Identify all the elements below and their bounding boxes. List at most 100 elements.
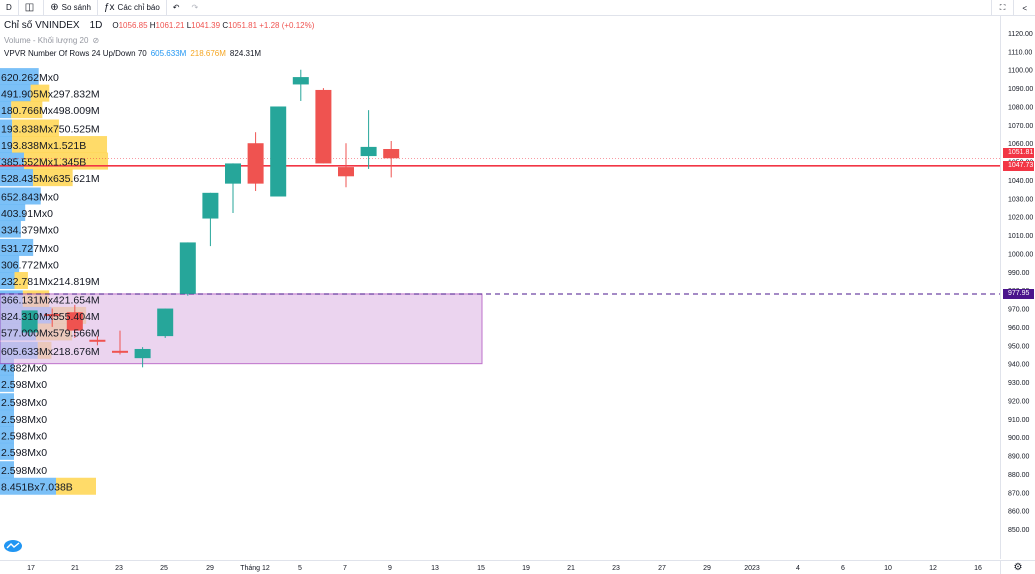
vp-label: 193.838Mx1.521B bbox=[1, 140, 86, 152]
price-tick-label: 990.00 bbox=[1008, 270, 1030, 277]
vp-label: 2.598Mx0 bbox=[1, 465, 47, 477]
price-tick-label: 1070.00 bbox=[1008, 123, 1033, 130]
time-tick-label: 23 bbox=[115, 565, 123, 572]
price-axis[interactable] bbox=[1000, 16, 1035, 559]
fx-icon: ƒx bbox=[103, 2, 115, 13]
volume-label: Volume - Khối lượng 20 bbox=[4, 36, 89, 45]
vpvr-down-value: 218.676M bbox=[190, 49, 226, 58]
time-tick-label: 29 bbox=[703, 565, 711, 572]
vp-label: 2.598Mx0 bbox=[1, 414, 47, 426]
vp-down-bar bbox=[12, 119, 59, 137]
redo-button[interactable]: ↷ bbox=[186, 0, 205, 16]
price-tick-label: 970.00 bbox=[1008, 307, 1030, 314]
price-tick-label: 900.00 bbox=[1008, 435, 1030, 442]
vp-label: 2.598Mx0 bbox=[1, 397, 47, 409]
candles-icon: ◫ bbox=[24, 2, 35, 13]
candle-body bbox=[383, 149, 400, 159]
current-price-tag: 1051.81 bbox=[1003, 148, 1034, 159]
vp-label: 8.451Bx7.038B bbox=[1, 482, 73, 494]
time-tick-label: 19 bbox=[522, 565, 530, 572]
vp-up-bar bbox=[0, 255, 20, 273]
vp-label: 2.598Mx0 bbox=[1, 430, 47, 442]
compare-button[interactable]: ⊕ So sánh bbox=[44, 0, 98, 16]
vp-up-bar bbox=[0, 220, 21, 238]
hidden-eye-icon[interactable]: ⊘ bbox=[92, 36, 100, 45]
price-tick-label: 1090.00 bbox=[1008, 86, 1033, 93]
redo-icon: ↷ bbox=[191, 3, 199, 12]
price-tick-label: 1020.00 bbox=[1008, 215, 1033, 222]
time-tick-label: 10 bbox=[884, 565, 892, 572]
compare-label: So sánh bbox=[61, 3, 91, 12]
vp-up-bar bbox=[0, 442, 14, 460]
indicators-button[interactable]: ƒx Các chỉ báo bbox=[98, 0, 167, 16]
vp-label: 620.262Mx0 bbox=[1, 72, 59, 84]
price-tick-label: 880.00 bbox=[1008, 472, 1030, 479]
time-tick-label: 17 bbox=[27, 565, 35, 572]
time-tick-label: 15 bbox=[477, 565, 485, 572]
chart-type-button[interactable]: ◫ bbox=[19, 0, 45, 16]
candle-body bbox=[112, 350, 128, 353]
vp-down-bar bbox=[12, 136, 108, 154]
high-label: H bbox=[149, 21, 156, 30]
time-tick-label: 4 bbox=[796, 565, 800, 572]
vp-up-bar bbox=[0, 461, 14, 479]
vp-label: 232.781Mx214.819M bbox=[1, 276, 100, 288]
price-tick-label: 1060.00 bbox=[1008, 141, 1033, 148]
indicators-label: Các chỉ báo bbox=[117, 3, 160, 12]
share-icon: < bbox=[1022, 3, 1027, 13]
vp-down-bar bbox=[56, 477, 96, 495]
price-tick-label: 1120.00 bbox=[1008, 31, 1033, 38]
price-tick-label: 1000.00 bbox=[1008, 251, 1033, 258]
time-tick-label: Tháng 12 bbox=[240, 565, 270, 572]
close-label: C bbox=[222, 21, 229, 30]
time-tick-label: 2023 bbox=[744, 565, 760, 572]
time-tick-label: 27 bbox=[658, 565, 666, 572]
volume-legend[interactable]: Volume - Khối lượng 20 ⊘ bbox=[4, 36, 99, 45]
undo-icon: ↶ bbox=[172, 3, 180, 12]
time-tick-label: 21 bbox=[71, 565, 79, 572]
undo-button[interactable]: ↶ bbox=[167, 0, 186, 16]
time-tick-label: 7 bbox=[343, 565, 347, 572]
vpvr-legend[interactable]: VPVR Number Of Rows 24 Up/Down 70 605.63… bbox=[4, 49, 261, 58]
symbol-legend: Chỉ số VNINDEX 1D O1056.85 H1061.21 L104… bbox=[4, 20, 314, 31]
share-button[interactable]: < bbox=[1013, 0, 1035, 16]
tradingview-logo-icon[interactable] bbox=[4, 540, 22, 552]
fullscreen-button[interactable]: ⛶ bbox=[990, 0, 1014, 16]
time-tick-label: 5 bbox=[298, 565, 302, 572]
price-tick-label: 1010.00 bbox=[1008, 233, 1033, 240]
time-tick-label: 6 bbox=[841, 565, 845, 572]
candle-body bbox=[315, 89, 332, 164]
interval-label: D bbox=[6, 3, 12, 12]
settings-gear-icon[interactable]: ⚙ bbox=[1000, 560, 1035, 574]
time-tick-label: 13 bbox=[431, 565, 439, 572]
vp-label: 577.000Mx579.566M bbox=[1, 327, 100, 339]
price-tick-label: 850.00 bbox=[1008, 527, 1030, 534]
candle-body bbox=[225, 163, 241, 184]
time-tick-label: 21 bbox=[567, 565, 575, 572]
price-tick-label: 1100.00 bbox=[1008, 68, 1033, 75]
vp-down-bar bbox=[32, 169, 73, 187]
dashed-line-price-tag: 977.95 bbox=[1003, 288, 1034, 299]
time-tick-label: 23 bbox=[612, 565, 620, 572]
time-tick-label: 16 bbox=[974, 565, 982, 572]
open-label: O bbox=[112, 21, 119, 30]
vp-label: 4.882Mx0 bbox=[1, 362, 47, 374]
candle-body bbox=[89, 339, 106, 342]
interval-button[interactable]: D bbox=[0, 0, 19, 16]
vp-down-bar bbox=[30, 84, 50, 102]
candle-body bbox=[292, 77, 309, 85]
vp-label: 403.91Mx0 bbox=[1, 208, 53, 220]
price-tick-label: 1080.00 bbox=[1008, 104, 1033, 111]
time-axis[interactable] bbox=[0, 560, 1000, 574]
vp-label: 334.379Mx0 bbox=[1, 225, 59, 237]
vp-up-bar bbox=[0, 409, 14, 427]
price-tick-label: 930.00 bbox=[1008, 380, 1030, 387]
vp-label: 385.552Mx1.345B bbox=[1, 157, 86, 169]
symbol-name[interactable]: Chỉ số VNINDEX bbox=[4, 20, 80, 31]
candle-body bbox=[179, 242, 196, 294]
vp-label: 180.766Mx498.009M bbox=[1, 105, 100, 117]
candle-body bbox=[247, 143, 264, 184]
candle-body bbox=[338, 167, 354, 177]
vp-label: 652.843Mx0 bbox=[1, 191, 59, 203]
